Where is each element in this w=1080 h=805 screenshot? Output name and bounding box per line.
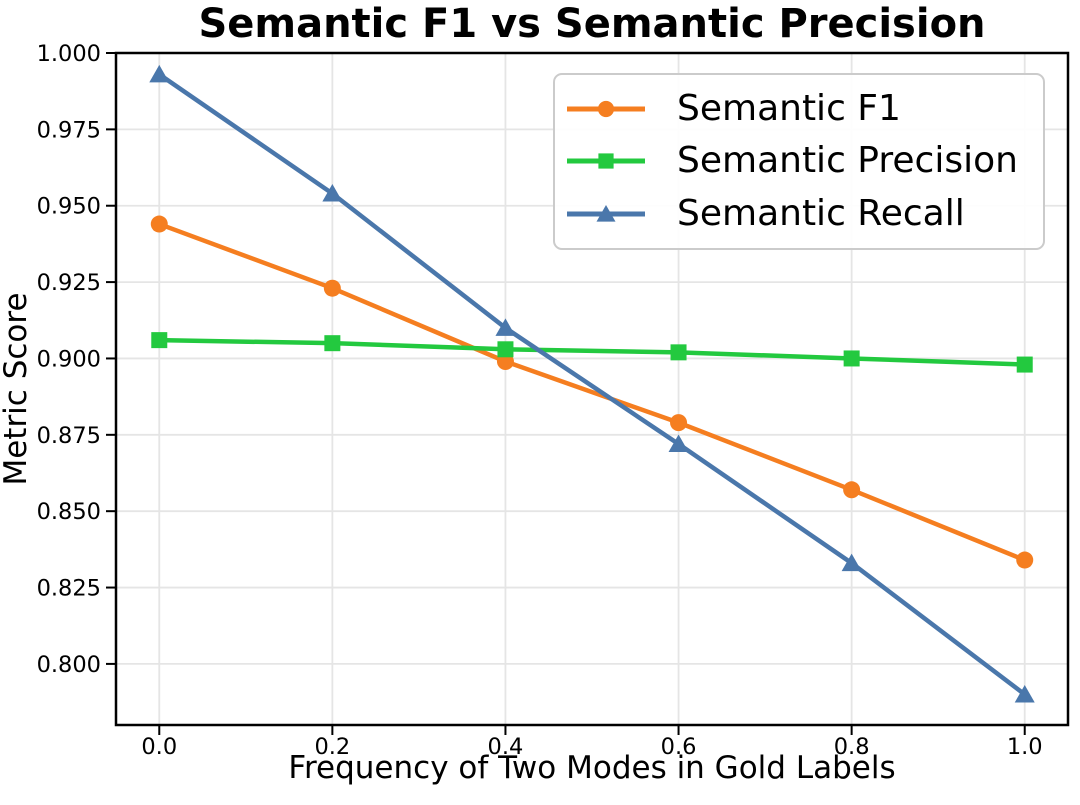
x-tick-label: 0.8 [834,734,870,760]
data-point-triangle [149,64,170,83]
data-point-square [497,341,514,358]
data-point-triangle [596,204,616,222]
series-line [158,221,1026,563]
x-axis-label: Frequency of Two Modes in Gold Labels [288,750,896,786]
y-tick-label: 1.000 [37,41,101,67]
data-point-circle [670,414,688,432]
data-point-circle [323,279,341,297]
semantic-recall-line-marker-icon [567,204,645,222]
y-tick-label: 0.875 [37,423,101,449]
y-tick-label: 0.900 [37,346,101,372]
data-point-circle [597,101,615,118]
y-tick-label: 0.850 [37,499,101,525]
chart-title: Semantic F1 vs Semantic Precision [198,1,986,47]
data-point-triangle [322,184,343,202]
y-axis-label: Metric Score [0,292,34,485]
data-point-triangle [1014,684,1035,703]
x-tick-label: 0.2 [314,734,350,760]
data-point-square [151,332,168,349]
x-tick-label: 1.0 [1007,734,1043,760]
legend-label: Semantic F1 [677,88,901,130]
axes-spines [114,51,1070,727]
data-point-square [670,344,687,361]
x-tick-label: 0.0 [141,734,177,760]
data-point-circle [1016,551,1034,569]
data-point-circle [843,481,861,499]
legend: Semantic F1 Semantic Precision Semantic … [553,73,1045,250]
data-point-square [324,335,341,352]
legend-item-semantic-precision: Semantic Precision [565,143,1035,179]
semantic-f1-line-marker-icon [567,101,645,118]
data-point-square [1016,356,1033,373]
y-tick-label: 0.950 [37,194,101,220]
legend-label: Semantic Precision [677,140,1018,182]
x-tick-label: 0.4 [488,734,524,760]
legend-item-semantic-recall: Semantic Recall [565,192,1035,234]
y-tick-label: 0.800 [37,652,101,678]
data-point-square [598,153,614,170]
data-point-circle [150,215,168,233]
legend-item-semantic-f1: Semantic F1 [565,91,1035,127]
y-tick-label: 0.925 [37,270,101,296]
data-point-square [843,350,860,367]
data-point-triangle [495,318,516,336]
y-tick-label: 0.825 [37,576,101,602]
x-tick-label: 0.6 [661,734,697,760]
series-line [157,72,1027,697]
y-tick-label: 0.975 [37,117,101,143]
legend-label: Semantic Recall [677,192,965,234]
semantic-precision-line-marker-icon [567,153,645,170]
series-line [159,337,1025,367]
data-point-triangle [668,434,689,452]
data-point-triangle [841,553,862,572]
